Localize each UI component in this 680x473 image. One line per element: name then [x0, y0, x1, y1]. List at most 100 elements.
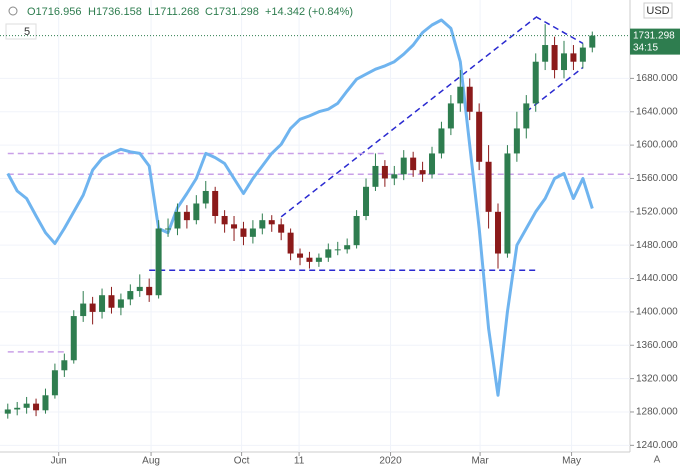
- high-label: H1736.158: [88, 6, 142, 18]
- candle-body: [457, 86, 464, 104]
- candle-body: [429, 153, 436, 175]
- candle-body: [127, 291, 134, 300]
- candle-body: [165, 228, 172, 230]
- price-label-box: [630, 28, 680, 55]
- candle-body: [344, 245, 351, 250]
- candle-body: [391, 174, 398, 179]
- x-tick-label: 2020: [379, 456, 402, 467]
- plot: [0, 0, 630, 452]
- change-label: +14.342 (+0.84%): [265, 6, 353, 18]
- candle-body: [42, 395, 49, 411]
- candle-body: [287, 232, 294, 254]
- candle-body: [278, 224, 285, 233]
- countdown-label: 34:15: [633, 42, 658, 53]
- interval-label: 5: [24, 26, 30, 38]
- y-tick-label: 1320.000: [636, 373, 678, 384]
- y-tick-label: 1640.000: [636, 106, 678, 117]
- interval-box[interactable]: [5, 23, 37, 40]
- candle-body: [174, 211, 181, 229]
- y-tick-label: 1480.000: [636, 240, 678, 251]
- candle-body: [136, 286, 143, 292]
- candle-body: [400, 157, 407, 175]
- price-label: 1731.298: [633, 30, 675, 41]
- visibility-icon[interactable]: [8, 6, 18, 16]
- x-tick-label: Aug: [142, 456, 160, 467]
- candle-body: [108, 295, 115, 308]
- candle-body: [334, 249, 341, 251]
- candle-body: [268, 220, 275, 225]
- x-tick-label: May: [562, 456, 581, 467]
- x-tick-label: 11: [294, 456, 305, 467]
- auto-scale-button[interactable]: A: [654, 455, 661, 466]
- y-tick-label: 1360.000: [636, 340, 678, 351]
- y-tick-label: 1400.000: [636, 307, 678, 318]
- candle-body: [315, 257, 322, 262]
- candle-body: [212, 190, 219, 216]
- trend-line: [535, 16, 584, 45]
- candle-body: [513, 128, 520, 154]
- candle-body: [80, 303, 87, 317]
- candle-body: [89, 303, 96, 312]
- candle-body: [363, 186, 370, 216]
- candle-body: [146, 286, 153, 296]
- candle-body: [202, 190, 209, 204]
- candle-body: [542, 45, 549, 62]
- candle-body: [14, 407, 21, 410]
- candle-body: [51, 370, 58, 396]
- candle-body: [570, 53, 577, 62]
- x-tick-label: Mar: [471, 456, 489, 467]
- candle-body: [561, 53, 568, 71]
- candle-body: [33, 403, 40, 411]
- candle-body: [532, 61, 539, 104]
- candle-body: [353, 215, 360, 246]
- candle-body: [466, 86, 473, 112]
- candle-body: [495, 211, 502, 254]
- candle-body: [4, 409, 11, 414]
- candle-body: [249, 228, 256, 237]
- candle-body: [447, 103, 454, 129]
- candle-body: [240, 228, 247, 237]
- trend-line: [280, 16, 537, 218]
- candle-body: [23, 403, 30, 408]
- candle-body: [297, 253, 304, 258]
- candle-body: [579, 47, 586, 62]
- y-tick-label: 1280.000: [636, 407, 678, 418]
- candle-body: [193, 203, 200, 221]
- candle-body: [419, 170, 426, 175]
- currency-label: USD: [646, 5, 669, 17]
- candle-body: [381, 165, 388, 179]
- candle-body: [523, 103, 530, 129]
- candle-body: [259, 220, 266, 229]
- low-label: L1711.268: [148, 6, 199, 18]
- close-label: C1731.298: [205, 6, 259, 18]
- y-tick-label: 1680.000: [636, 73, 678, 84]
- candle-body: [231, 224, 238, 229]
- open-label: O1716.956: [27, 6, 81, 18]
- candle-body: [117, 299, 124, 308]
- x-tick-label: Oct: [234, 456, 250, 467]
- candle-body: [325, 249, 332, 258]
- candle-body: [438, 128, 445, 154]
- candle-body: [183, 211, 190, 221]
- y-tick-label: 1440.000: [636, 273, 678, 284]
- candle-body: [99, 295, 106, 312]
- currency-box[interactable]: [643, 2, 673, 19]
- overlay-line: [6, 18, 594, 397]
- candle-body: [476, 111, 483, 162]
- candle-body: [410, 157, 417, 171]
- candle-body: [504, 153, 511, 254]
- candle-body: [70, 316, 77, 361]
- candle-body: [61, 360, 68, 371]
- candle-body: [306, 257, 313, 262]
- candle-body: [155, 228, 162, 296]
- y-tick-label: 1520.000: [636, 206, 678, 217]
- candle-body: [589, 35, 596, 48]
- x-tick-label: Jun: [51, 456, 67, 467]
- candle-body: [485, 161, 492, 212]
- y-tick-label: 1600.000: [636, 140, 678, 151]
- y-tick-label: 1560.000: [636, 173, 678, 184]
- y-tick-label: 1240.000: [636, 440, 678, 451]
- candle-body: [221, 215, 228, 225]
- candle-body: [372, 165, 379, 187]
